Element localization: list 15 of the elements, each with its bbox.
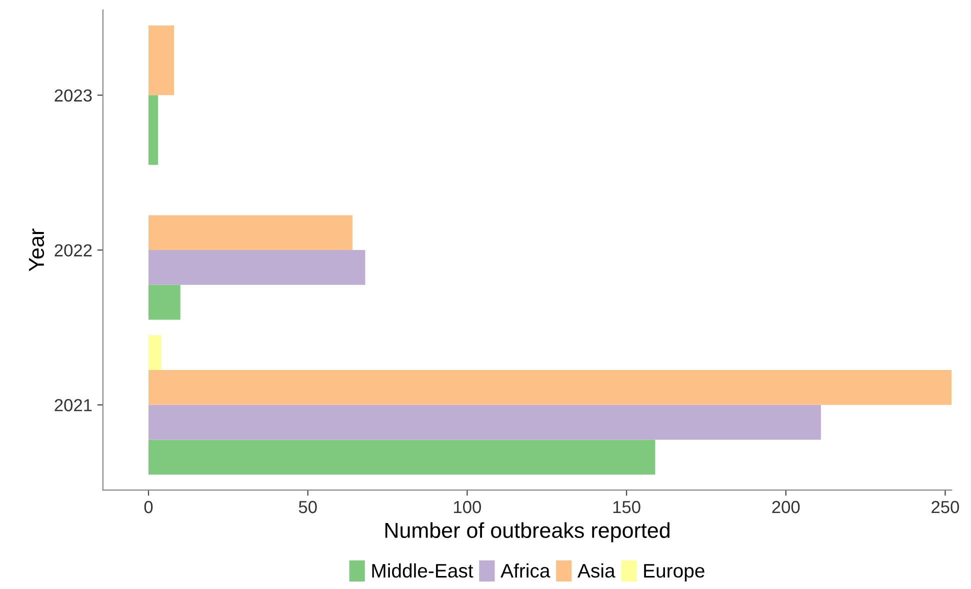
x-axis-title: Number of outbreaks reported (385, 522, 670, 542)
y-tick-label: 2022 (54, 244, 92, 256)
x-tick-label: 150 (613, 500, 640, 514)
legend-label: Africa (500, 563, 550, 578)
x-tick-label: 50 (298, 500, 317, 514)
x-tick-label: 100 (454, 500, 481, 514)
y-tick-label: 2023 (54, 89, 92, 102)
y-axis-title: Year (29, 228, 44, 272)
x-tick-label: 250 (932, 500, 960, 514)
x-tick-label: 200 (772, 500, 800, 514)
legend-label: Europe (644, 564, 704, 582)
legend-label: Middle-East (372, 563, 474, 578)
x-tick-label: 0 (144, 500, 153, 514)
y-tick-label: 2021 (54, 399, 92, 412)
legend-label: Asia (578, 563, 616, 578)
